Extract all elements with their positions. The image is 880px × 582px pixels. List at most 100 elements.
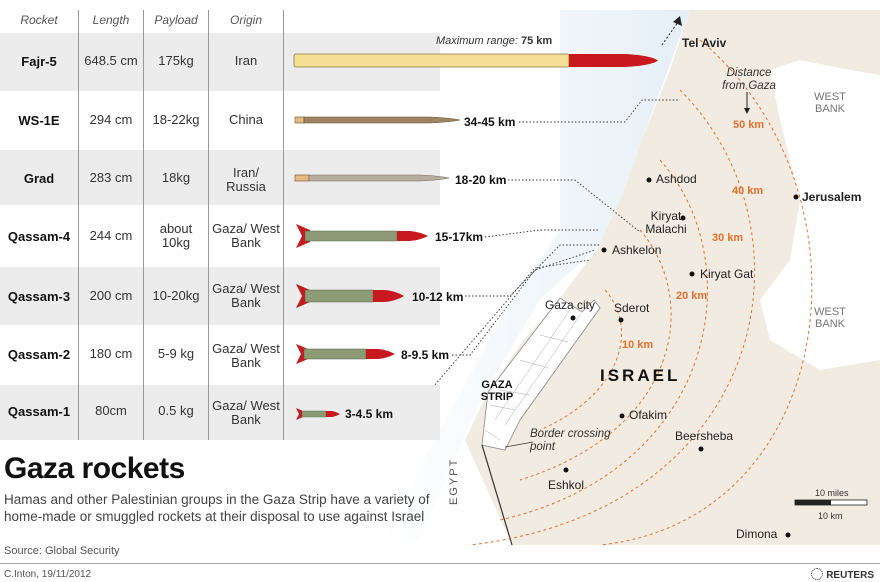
rocket-length: 180 cm	[89, 346, 133, 361]
rocket-name: Fajr-5	[21, 54, 57, 69]
city-dots	[563, 177, 799, 538]
sea-shade	[380, 10, 690, 540]
description: Hamas and other Palestinian groups in th…	[4, 492, 430, 524]
range-grad: 18-20 km	[455, 173, 507, 187]
rocket-origin: Iran	[234, 53, 258, 68]
range-ws1e: 34-45 km	[464, 115, 516, 129]
distance-20km: 20 km	[676, 290, 708, 302]
range-qassam3: 10-12 km	[412, 290, 464, 304]
city-kiryat-malachi: Kiryat Malachi	[645, 209, 687, 236]
row-bg-qassam1	[0, 385, 440, 440]
rocket-name: Qassam-4	[7, 229, 71, 244]
city-beersheba: Beersheba	[675, 429, 734, 443]
city-eshkol: Eshkol	[548, 478, 585, 492]
qassam3-rocket-icon	[296, 284, 404, 308]
city-gaza: Gaza city	[545, 298, 596, 312]
rocket-length: 200 cm	[89, 288, 133, 303]
city-ashkelon: Ashkelon	[612, 243, 662, 257]
max-range-value: 75 km	[520, 35, 553, 47]
col-divider	[143, 10, 144, 440]
arrow-head-icon	[673, 16, 682, 26]
header-length: Length	[92, 13, 130, 27]
region-israel: ISRAEL	[600, 366, 681, 385]
city-sderot: Sderot	[614, 301, 650, 315]
rocket-origin: Gaza/ West Bank	[212, 281, 280, 310]
range-qassam2: 8-9.5 km	[401, 348, 450, 362]
rocket-payload: 175kg	[158, 53, 194, 68]
region-gaza-strip: GAZA STRIP	[480, 379, 514, 403]
reuters-logo: REUTERS	[811, 568, 874, 581]
credit: C.Inton, 19/11/2012	[4, 569, 92, 580]
distance-50km: 50 km	[733, 119, 765, 131]
city-dimona: Dimona	[736, 527, 778, 541]
distance-from-gaza-label: Distance from Gaza	[722, 67, 776, 92]
rocket-name: Qassam-1	[7, 404, 71, 419]
rocket-payload: 10-20kg	[152, 288, 200, 303]
distance-30km: 30 km	[712, 232, 744, 244]
qassam2-rocket-icon	[296, 344, 395, 364]
range-qassam4: 15-17km	[435, 230, 484, 244]
rocket-origin: Gaza/ West Bank	[212, 221, 280, 250]
region-egypt: EGYPT	[448, 457, 460, 505]
border-crossing-leader	[504, 441, 534, 448]
city-jerusalem: Jerusalem	[802, 190, 862, 204]
distance-40km: 40 km	[732, 185, 764, 197]
rocket-payload: 5-9 kg	[157, 346, 195, 361]
rocket-name: Grad	[23, 171, 55, 186]
city-ofakim: Ofakim	[629, 408, 668, 422]
rocket-payload: 18kg	[161, 170, 191, 185]
region-west-bank: WEST BANK	[814, 306, 846, 330]
qassam1-rocket-icon	[296, 408, 340, 420]
rocket-length: 294 cm	[89, 112, 133, 127]
rocket-origin: China	[229, 112, 263, 127]
qassam4-rocket-icon	[296, 224, 428, 248]
rocket-length: 283 cm	[89, 170, 133, 185]
egypt-border	[481, 444, 513, 546]
max-range-text: Maximum range:	[436, 35, 518, 47]
distance-10km: 10 km	[622, 339, 654, 351]
scale-km: 10 km	[818, 511, 843, 521]
ws1e-rocket-icon	[294, 116, 461, 124]
rocket-payload: about 10kg	[159, 221, 193, 250]
rocket-name: Qassam-3	[7, 289, 71, 304]
distance-rings	[469, 39, 813, 546]
rocket-origin: Iran/ Russia	[226, 165, 266, 194]
city-tel-aviv: Tel Aviv	[682, 36, 727, 50]
source: Source: Global Security	[4, 545, 120, 557]
page-title: Gaza rockets	[4, 452, 185, 485]
scale-bar	[794, 499, 868, 506]
header-origin: Origin	[229, 13, 262, 27]
gaza-strip-region	[481, 297, 601, 451]
range-qassam1: 3-4.5 km	[345, 407, 394, 421]
gaza-street-texture	[484, 309, 581, 441]
rocket-length: 244 cm	[89, 228, 133, 243]
distance-arrow-icon	[744, 108, 750, 114]
scale-miles: 10 miles	[815, 488, 849, 498]
footer-divider	[0, 563, 880, 564]
west-bank-region	[760, 60, 880, 370]
max-range-label: Maximum range: 75 km	[436, 35, 552, 47]
fajr5-rocket-icon	[293, 53, 658, 68]
city-kiryat-gat: Kiryat Gat	[700, 267, 754, 281]
rocket-length: 80cm	[95, 403, 127, 418]
brand-text: REUTERS	[826, 570, 874, 581]
grad-rocket-icon	[294, 174, 450, 182]
land	[465, 10, 880, 545]
rocket-payload: 0.5 kg	[158, 403, 194, 418]
col-divider	[283, 10, 284, 440]
rocket-origin: Gaza/ West Bank	[212, 398, 280, 427]
tel-aviv-arrow-line	[661, 21, 679, 46]
city-ashdod: Ashdod	[656, 172, 697, 186]
rocket-payload: 18-22kg	[152, 112, 200, 127]
header-payload: Payload	[154, 13, 198, 27]
rocket-length: 648.5 cm	[84, 53, 138, 68]
border-crossing-label: Border crossing point	[530, 428, 611, 453]
rocket-origin: Gaza/ West Bank	[212, 341, 280, 370]
rocket-name: Qassam-2	[7, 347, 71, 362]
col-divider	[78, 10, 79, 440]
col-divider	[208, 10, 209, 440]
rocket-name: WS-1E	[18, 113, 60, 128]
reuters-dots-icon	[811, 568, 824, 580]
